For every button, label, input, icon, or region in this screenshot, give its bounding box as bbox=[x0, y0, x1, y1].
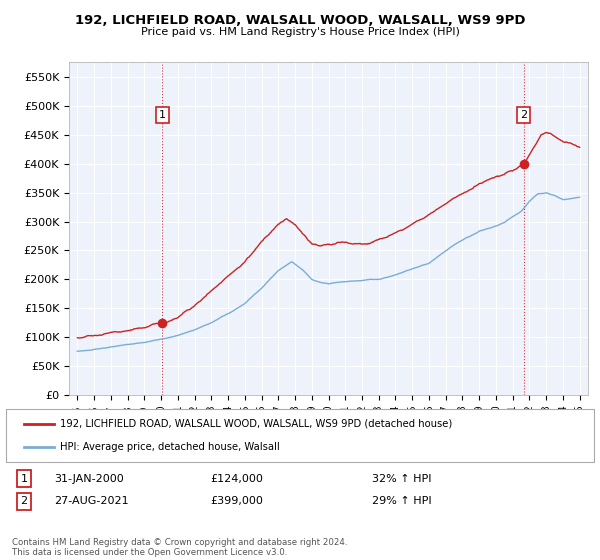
Text: 29% ↑ HPI: 29% ↑ HPI bbox=[372, 496, 431, 506]
Text: £124,000: £124,000 bbox=[210, 474, 263, 484]
Text: HPI: Average price, detached house, Walsall: HPI: Average price, detached house, Wals… bbox=[60, 442, 280, 452]
Text: 2: 2 bbox=[520, 110, 527, 120]
Text: 192, LICHFIELD ROAD, WALSALL WOOD, WALSALL, WS9 9PD: 192, LICHFIELD ROAD, WALSALL WOOD, WALSA… bbox=[75, 14, 525, 27]
Text: 2: 2 bbox=[20, 496, 28, 506]
Text: Contains HM Land Registry data © Crown copyright and database right 2024.
This d: Contains HM Land Registry data © Crown c… bbox=[12, 538, 347, 557]
Text: £399,000: £399,000 bbox=[210, 496, 263, 506]
Text: 31-JAN-2000: 31-JAN-2000 bbox=[54, 474, 124, 484]
Text: 1: 1 bbox=[20, 474, 28, 484]
Text: 32% ↑ HPI: 32% ↑ HPI bbox=[372, 474, 431, 484]
Text: 27-AUG-2021: 27-AUG-2021 bbox=[54, 496, 128, 506]
Text: 192, LICHFIELD ROAD, WALSALL WOOD, WALSALL, WS9 9PD (detached house): 192, LICHFIELD ROAD, WALSALL WOOD, WALSA… bbox=[60, 419, 452, 429]
Text: Price paid vs. HM Land Registry's House Price Index (HPI): Price paid vs. HM Land Registry's House … bbox=[140, 27, 460, 37]
Text: 1: 1 bbox=[159, 110, 166, 120]
